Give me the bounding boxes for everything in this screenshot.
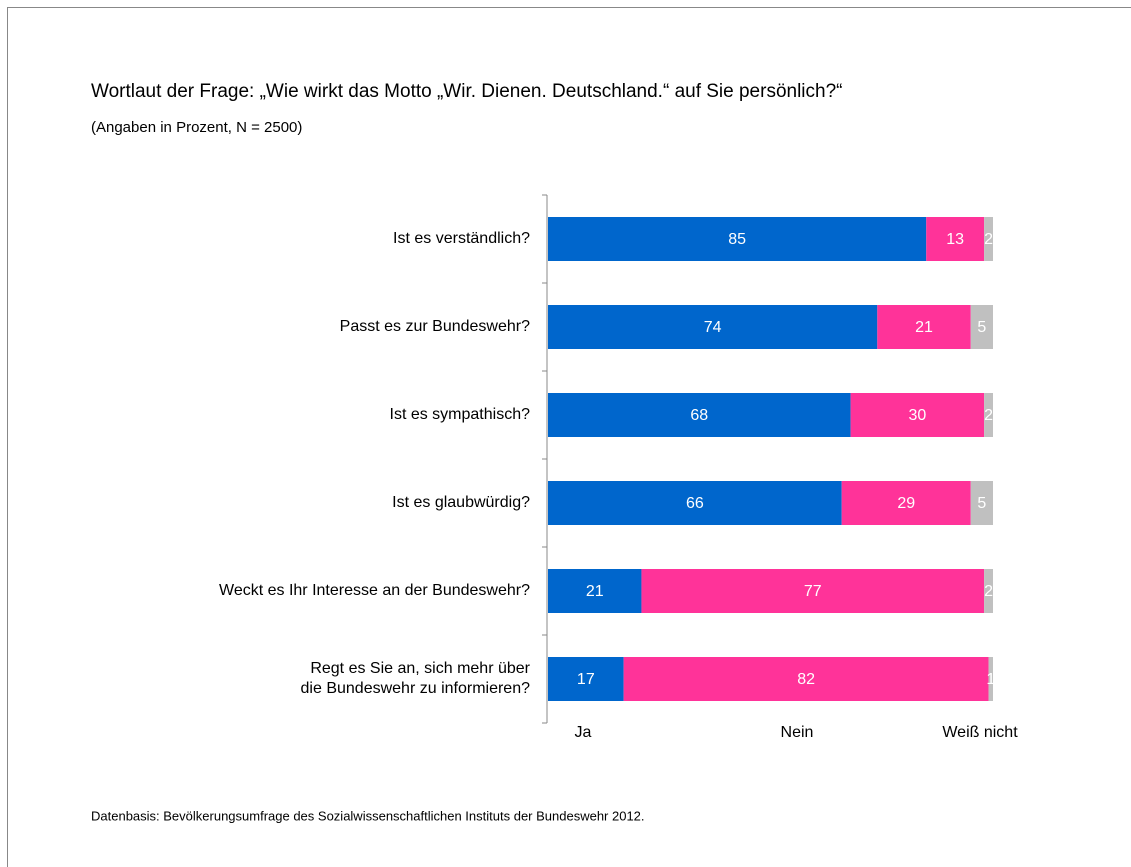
value-label: 82 bbox=[797, 671, 815, 688]
value-label: 66 bbox=[686, 495, 704, 512]
bar-segment bbox=[970, 305, 993, 349]
value-label: 21 bbox=[586, 583, 604, 600]
bar-segment bbox=[641, 569, 985, 613]
bar-segment bbox=[548, 481, 842, 525]
bar-segment bbox=[548, 657, 624, 701]
bar-segment bbox=[970, 481, 993, 525]
category-label: Weckt es Ihr Interesse an der Bundeswehr… bbox=[219, 582, 530, 599]
legend-label: Nein bbox=[781, 724, 814, 741]
value-label: 85 bbox=[728, 231, 746, 248]
value-label: 77 bbox=[804, 583, 822, 600]
value-label: 29 bbox=[897, 495, 915, 512]
bar-segment bbox=[984, 217, 993, 261]
value-label: 30 bbox=[908, 407, 926, 424]
value-label: 13 bbox=[946, 231, 964, 248]
bar-segment bbox=[984, 569, 993, 613]
bar-segment bbox=[926, 217, 985, 261]
chart-title: Wortlaut der Frage: „Wie wirkt das Motto… bbox=[91, 81, 843, 102]
value-label: 17 bbox=[577, 671, 595, 688]
value-label: 21 bbox=[915, 319, 933, 336]
bar-segment bbox=[850, 393, 985, 437]
bar-segment bbox=[548, 569, 642, 613]
bar-segment bbox=[623, 657, 989, 701]
chart-subtitle: (Angaben in Prozent, N = 2500) bbox=[91, 119, 302, 136]
bar-segment bbox=[841, 481, 971, 525]
bar-segment bbox=[984, 393, 993, 437]
category-label: Regt es Sie an, sich mehr über die Bunde… bbox=[300, 660, 530, 697]
footnote: Datenbasis: Bevölkerungsumfrage des Sozi… bbox=[91, 808, 645, 823]
category-label: Ist es glaubwürdig? bbox=[392, 494, 530, 511]
value-label: 2 bbox=[984, 407, 993, 424]
category-label: Ist es sympathisch? bbox=[389, 406, 531, 423]
value-label: 1 bbox=[986, 671, 995, 688]
value-label: 2 bbox=[984, 231, 993, 248]
category-label: Passt es zur Bundeswehr? bbox=[339, 318, 530, 335]
legend-label: Weiß nicht bbox=[942, 724, 1018, 741]
bar-segment bbox=[877, 305, 971, 349]
value-label: 74 bbox=[704, 319, 722, 336]
bar-segment bbox=[548, 217, 927, 261]
legend-label: Ja bbox=[575, 724, 592, 741]
value-label: 5 bbox=[977, 319, 986, 336]
category-label: Ist es verständlich? bbox=[393, 230, 530, 247]
value-label: 5 bbox=[977, 495, 986, 512]
value-label: 2 bbox=[984, 583, 993, 600]
frame bbox=[7, 7, 1131, 867]
bar-segment bbox=[548, 393, 851, 437]
bar-segment bbox=[548, 305, 878, 349]
bar-segment bbox=[988, 657, 993, 701]
value-label: 68 bbox=[690, 407, 708, 424]
